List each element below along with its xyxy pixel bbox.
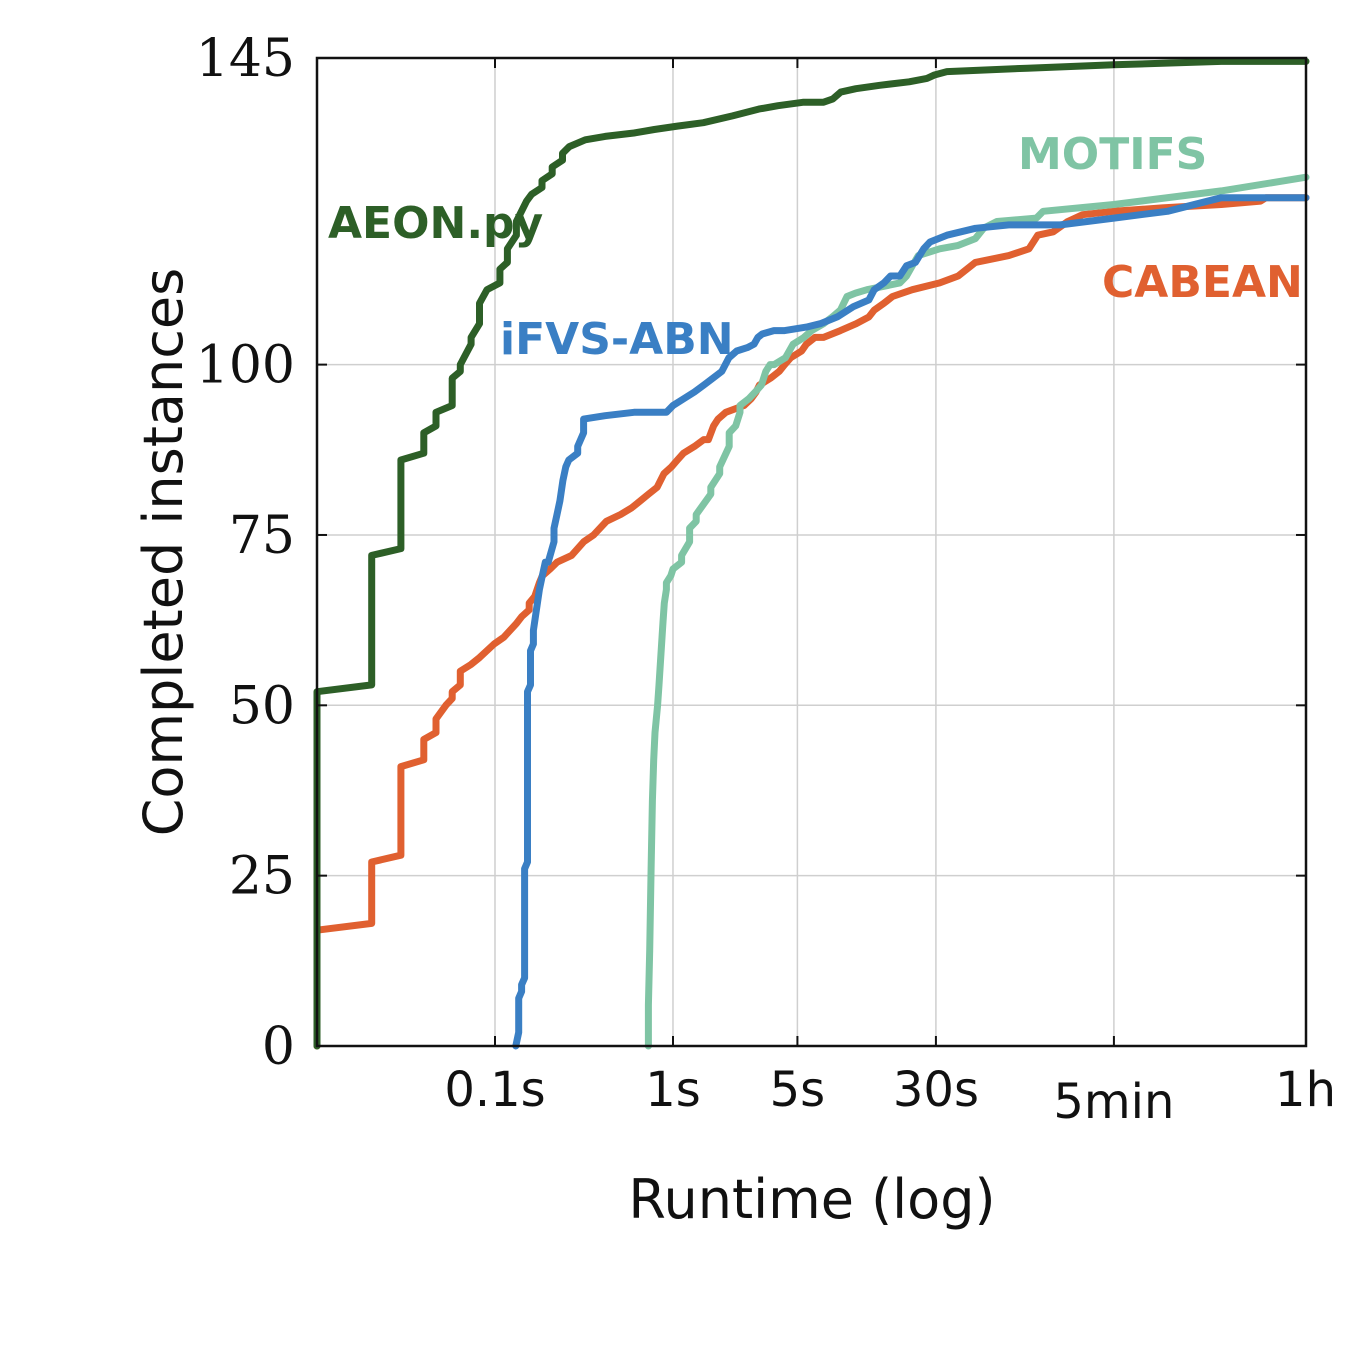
x-tick-label: 1h [1275, 1062, 1336, 1118]
series-label-motifs: MOTIFS [1018, 129, 1207, 180]
series-lines [313, 57, 1310, 1050]
series-labels: AEON.py iFVS-ABN MOTIFS CABEAN [328, 129, 1303, 365]
y-tick-labels: 0 25 50 75 100 145 [196, 29, 295, 1077]
x-tick-label: 5min [1053, 1074, 1174, 1130]
series-line-cabean [313, 194, 1310, 1050]
series-label-cabean: CABEAN [1102, 257, 1303, 308]
x-tick-label: 0.1s [444, 1062, 545, 1118]
series-line-ifvs-abn [512, 194, 1310, 1050]
y-tick-label: 50 [229, 676, 295, 736]
x-tick-label: 1s [645, 1062, 701, 1118]
series-label-ifvs-abn: iFVS-ABN [500, 314, 734, 365]
grid-lines [317, 58, 1306, 1046]
y-tick-label: 100 [196, 336, 295, 396]
series-label-aeon-py: AEON.py [328, 198, 543, 249]
x-tick-labels: 0.1s 1s 5s 30s 5min 1h [444, 1062, 1336, 1130]
y-tick-label: 145 [196, 29, 295, 89]
series-line-aeon-py [313, 57, 1310, 1050]
plot-frame [315, 56, 1308, 1048]
y-tick-label: 0 [262, 1017, 295, 1077]
y-tick-label: 75 [229, 506, 295, 566]
tick-marks [317, 57, 1307, 1047]
x-tick-label: 30s [893, 1062, 979, 1118]
x-axis-title: Runtime (log) [628, 1168, 995, 1231]
y-axis-title: Completed instances [132, 268, 195, 837]
y-tick-label: 25 [229, 847, 295, 907]
x-tick-label: 5s [770, 1062, 826, 1118]
